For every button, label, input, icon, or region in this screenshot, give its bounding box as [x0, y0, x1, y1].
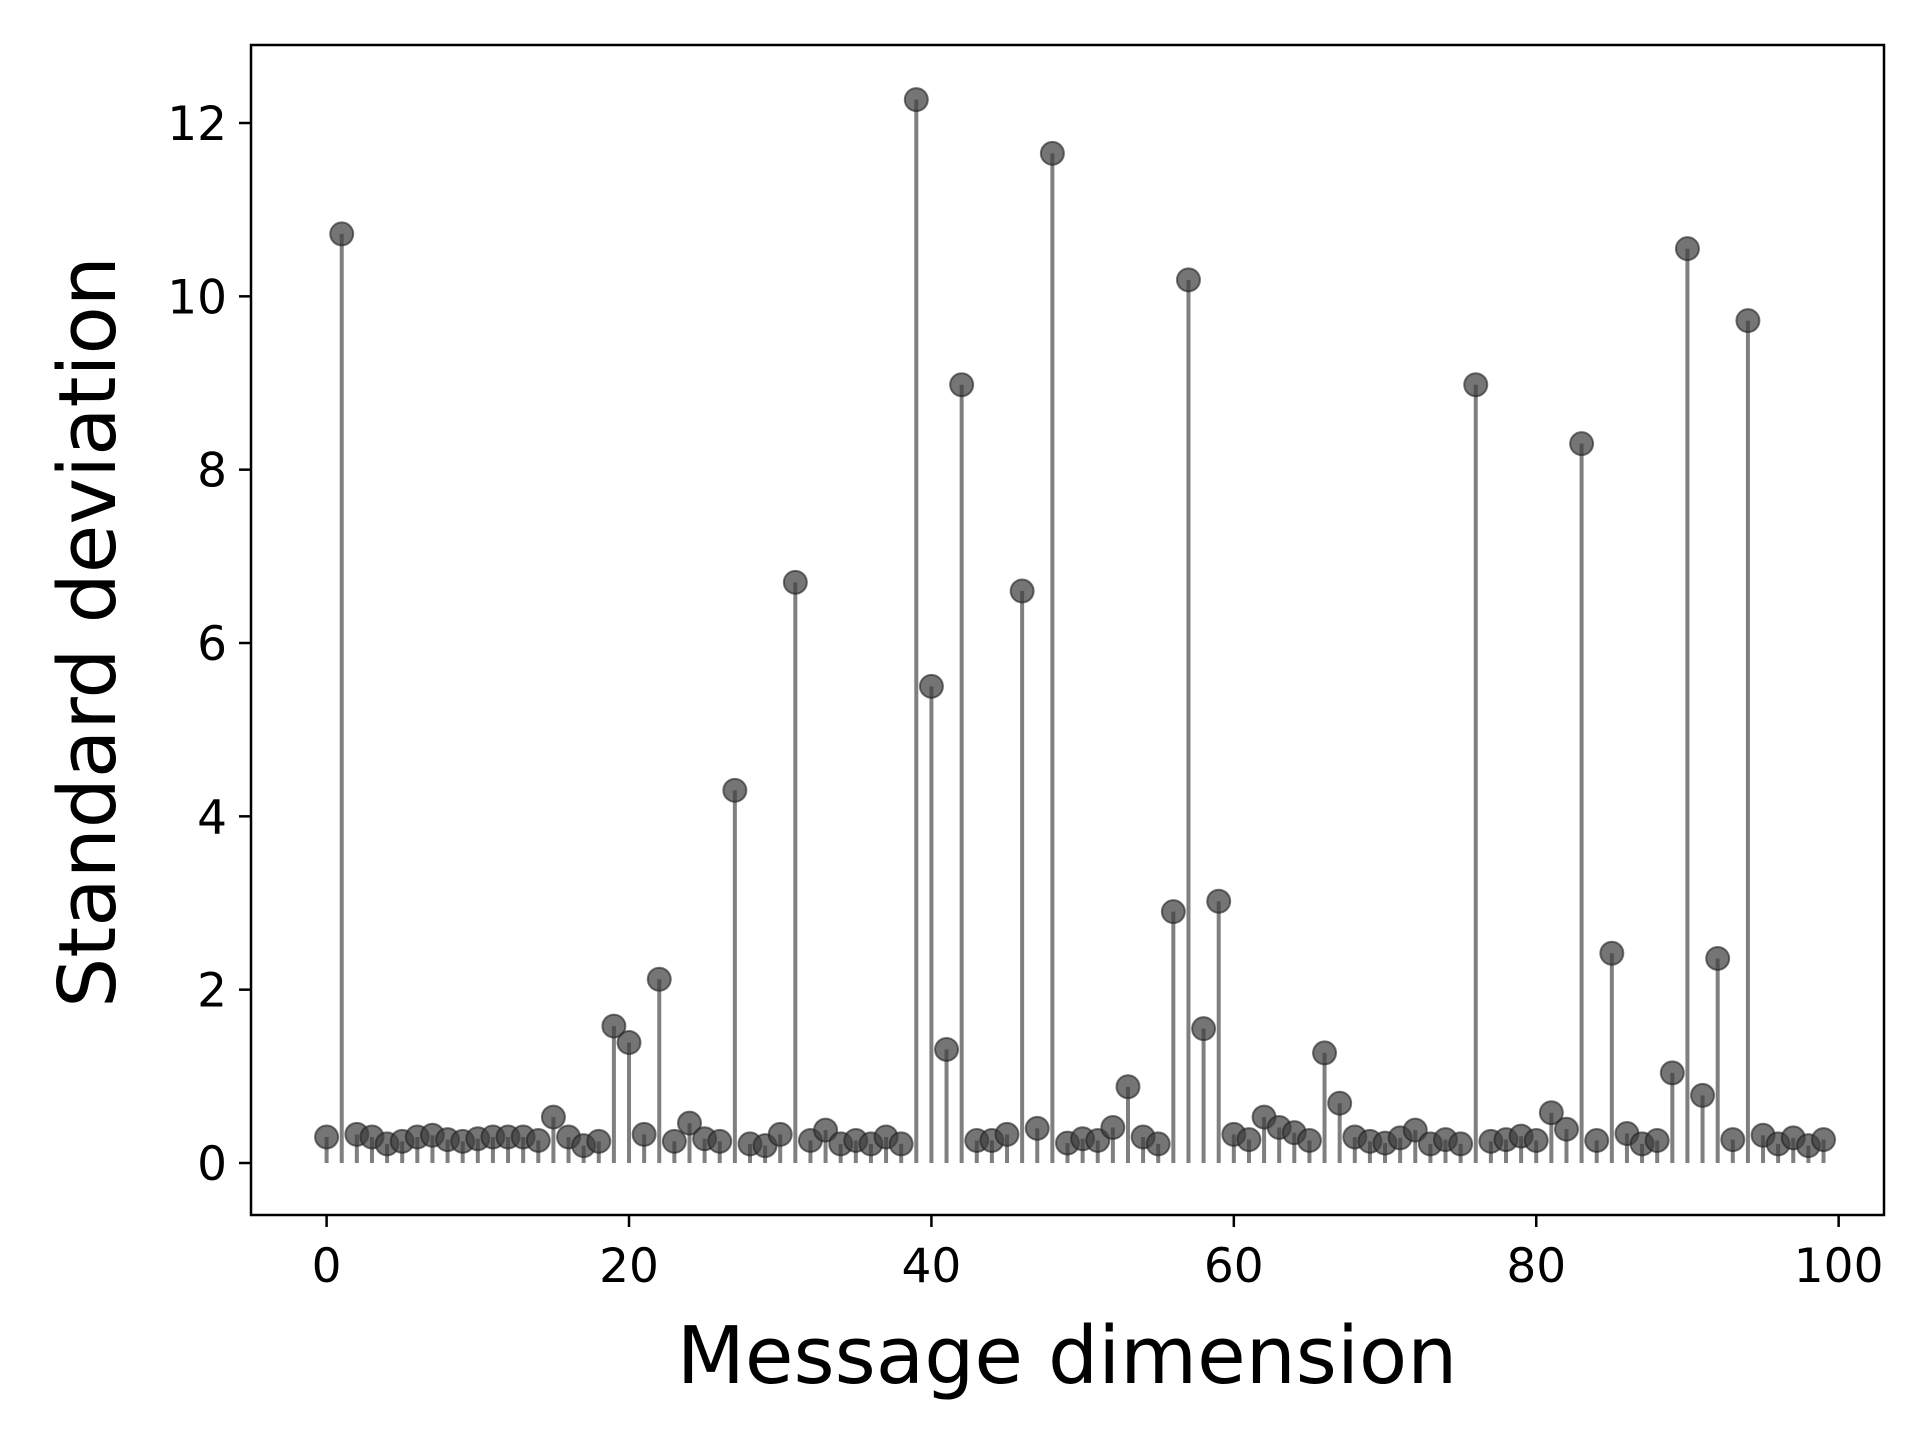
y-tick-label: 6 — [197, 617, 227, 672]
data-point — [646, 966, 672, 992]
data-point — [1811, 1127, 1837, 1153]
y-axis-label: Standard deviation — [42, 256, 134, 1008]
data-point — [949, 372, 975, 398]
x-tick-label: 100 — [1794, 1239, 1884, 1294]
data-point — [903, 87, 929, 113]
data-point — [1100, 1114, 1126, 1140]
y-tick-label: 8 — [197, 444, 227, 499]
data-point — [722, 777, 748, 803]
data-point — [1644, 1127, 1670, 1153]
y-tick-label: 2 — [197, 964, 227, 1019]
x-tick-label: 80 — [1506, 1239, 1566, 1294]
data-point — [1039, 140, 1065, 166]
data-point — [934, 1036, 960, 1062]
data-point — [1553, 1116, 1579, 1142]
data-point — [707, 1128, 733, 1154]
data-point — [1523, 1127, 1549, 1153]
y-tick-label: 0 — [197, 1137, 227, 1192]
data-point — [1735, 308, 1761, 334]
data-point — [1720, 1127, 1746, 1153]
data-point — [782, 569, 808, 595]
x-axis-label: Message dimension — [677, 1310, 1458, 1402]
x-tick-label: 20 — [599, 1239, 659, 1294]
axes: 0 20 40 60 80 100 0 2 4 6 8 10 12 — [167, 43, 1886, 1294]
data-point — [1312, 1040, 1338, 1066]
data-markers — [314, 87, 1837, 1159]
x-tick-label: 40 — [902, 1239, 962, 1294]
data-point — [631, 1121, 657, 1147]
data-point — [525, 1127, 551, 1153]
data-point — [616, 1030, 642, 1056]
data-point — [1009, 578, 1035, 604]
data-point — [918, 673, 944, 699]
data-point — [1584, 1127, 1610, 1153]
y-tick-label: 10 — [167, 270, 227, 325]
data-point — [994, 1121, 1020, 1147]
stem-lines — [324, 99, 1826, 1163]
x-tick-label: 0 — [312, 1239, 342, 1294]
plot-frame — [249, 43, 1886, 1217]
data-point — [676, 1110, 702, 1136]
data-point — [1327, 1090, 1353, 1116]
data-point — [1024, 1115, 1050, 1141]
data-point — [314, 1124, 340, 1150]
data-point — [1705, 945, 1731, 971]
y-tick-label: 12 — [167, 97, 227, 152]
data-point — [1175, 267, 1201, 293]
data-point — [1538, 1100, 1564, 1126]
data-point — [1115, 1074, 1141, 1100]
data-point — [1206, 888, 1232, 914]
data-point — [1463, 372, 1489, 398]
data-point — [601, 1013, 627, 1039]
data-point — [661, 1128, 687, 1154]
data-point — [1236, 1127, 1262, 1153]
data-point — [1145, 1131, 1171, 1157]
data-point — [1674, 236, 1700, 262]
data-point — [1448, 1131, 1474, 1157]
data-point — [329, 221, 355, 247]
data-point — [1160, 899, 1186, 925]
data-point — [1599, 940, 1625, 966]
data-point — [1191, 1016, 1217, 1042]
data-point — [1659, 1060, 1685, 1086]
data-point — [1569, 431, 1595, 457]
data-point — [540, 1104, 566, 1130]
data-point — [1296, 1127, 1322, 1153]
data-point — [1690, 1082, 1716, 1108]
y-tick-label: 4 — [197, 790, 227, 845]
data-point — [586, 1128, 612, 1154]
x-tick-label: 60 — [1204, 1239, 1264, 1294]
data-point — [888, 1131, 914, 1157]
data-point — [767, 1121, 793, 1147]
